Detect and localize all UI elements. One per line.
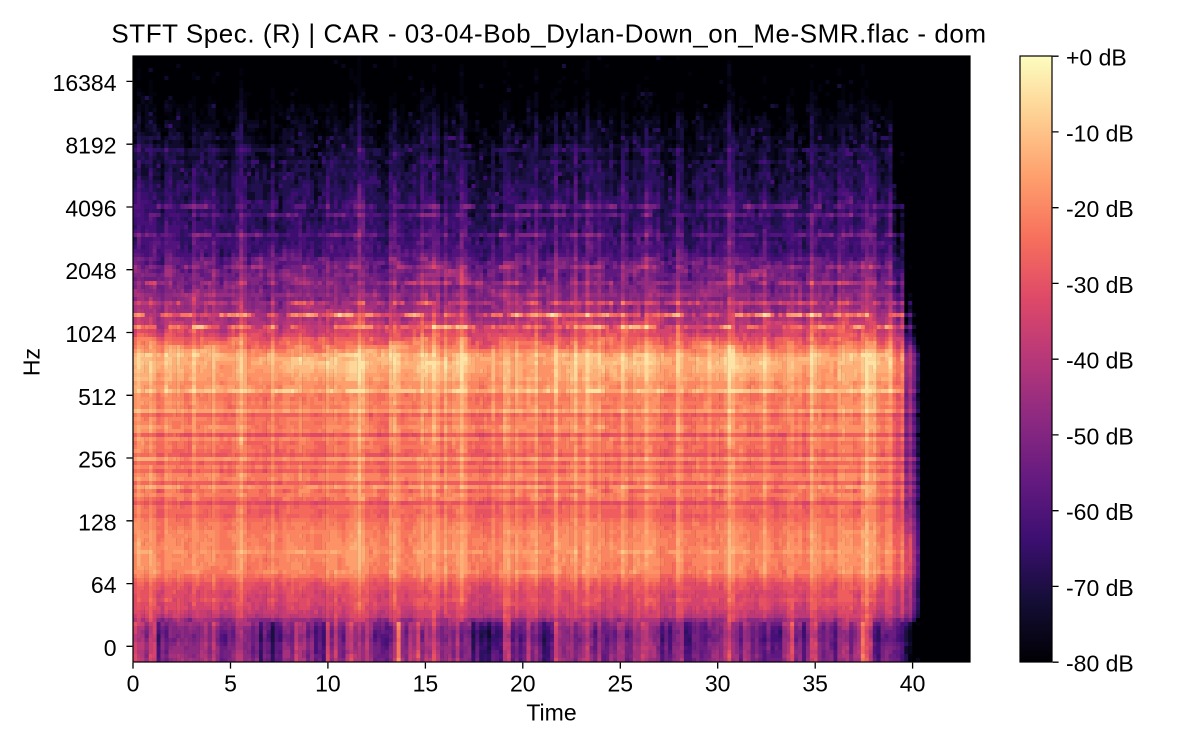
svg-text:256: 256 (78, 447, 116, 473)
svg-text:1024: 1024 (65, 321, 116, 347)
svg-text:25: 25 (608, 671, 634, 697)
svg-text:15: 15 (413, 671, 439, 697)
svg-text:8192: 8192 (65, 133, 116, 159)
svg-text:-80 dB: -80 dB (1066, 651, 1134, 677)
svg-text:10: 10 (315, 671, 341, 697)
svg-text:-30 dB: -30 dB (1066, 272, 1134, 298)
svg-text:Hz: Hz (19, 348, 45, 376)
svg-text:64: 64 (91, 572, 117, 598)
svg-text:30: 30 (705, 671, 731, 697)
svg-text:512: 512 (78, 384, 116, 410)
svg-text:-70 dB: -70 dB (1066, 575, 1134, 601)
svg-text:128: 128 (78, 509, 116, 535)
svg-text:0: 0 (127, 671, 140, 697)
svg-text:Time: Time (526, 700, 576, 726)
svg-text:16384: 16384 (53, 70, 117, 96)
svg-text:-40 dB: -40 dB (1066, 348, 1134, 374)
svg-text:35: 35 (802, 671, 828, 697)
svg-text:4096: 4096 (65, 196, 116, 222)
svg-text:40: 40 (900, 671, 926, 697)
svg-text:0: 0 (104, 635, 117, 661)
svg-text:5: 5 (224, 671, 237, 697)
svg-text:2048: 2048 (65, 258, 116, 284)
svg-text:STFT Spec. (R) | CAR - 03-04-B: STFT Spec. (R) | CAR - 03-04-Bob_Dylan-D… (111, 19, 986, 49)
svg-text:-60 dB: -60 dB (1066, 499, 1134, 525)
svg-text:-10 dB: -10 dB (1066, 120, 1134, 146)
svg-text:20: 20 (510, 671, 536, 697)
svg-text:+0 dB: +0 dB (1066, 45, 1127, 71)
svg-text:-50 dB: -50 dB (1066, 423, 1134, 449)
svg-text:-20 dB: -20 dB (1066, 196, 1134, 222)
